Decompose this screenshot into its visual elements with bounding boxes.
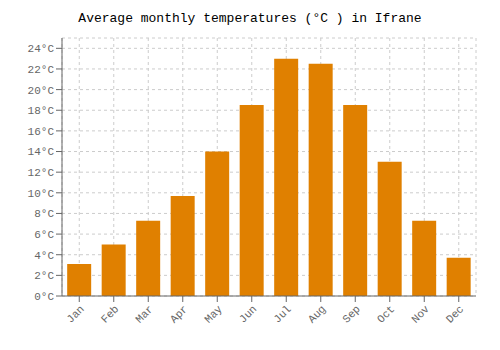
svg-text:Jul: Jul [271, 303, 293, 325]
svg-text:Sep: Sep [340, 303, 362, 325]
svg-text:Oct: Oct [375, 303, 397, 325]
svg-text:Feb: Feb [99, 303, 121, 325]
svg-text:Jun: Jun [237, 303, 259, 325]
html-text:Average monthly temperatures (: Average monthly temperatures (°C ) in If… [78, 11, 422, 26]
svg-text:14°C: 14°C [28, 146, 55, 158]
svg-text:18°C: 18°C [28, 105, 55, 117]
svg-text:2°C: 2°C [34, 270, 54, 282]
svg-text:Nov: Nov [409, 303, 432, 326]
svg-text:Jan: Jan [64, 303, 86, 325]
svg-text:6°C: 6°C [34, 229, 54, 241]
svg-text:Aug: Aug [306, 303, 328, 325]
svg-text:Apr: Apr [168, 303, 190, 325]
svg-text:22°C: 22°C [28, 64, 55, 76]
svg-text:24°C: 24°C [28, 43, 55, 55]
svg-text:Dec: Dec [444, 303, 466, 325]
svg-text:10°C: 10°C [28, 188, 55, 200]
svg-text:20°C: 20°C [28, 85, 55, 97]
svg-text:Mar: Mar [133, 303, 155, 325]
svg-text:8°C: 8°C [34, 208, 54, 220]
svg-text:0°C: 0°C [34, 291, 54, 303]
svg-text:May: May [202, 303, 225, 326]
svg-text:4°C: 4°C [34, 250, 54, 262]
svg-text:16°C: 16°C [28, 126, 55, 138]
svg-text:12°C: 12°C [28, 167, 55, 179]
